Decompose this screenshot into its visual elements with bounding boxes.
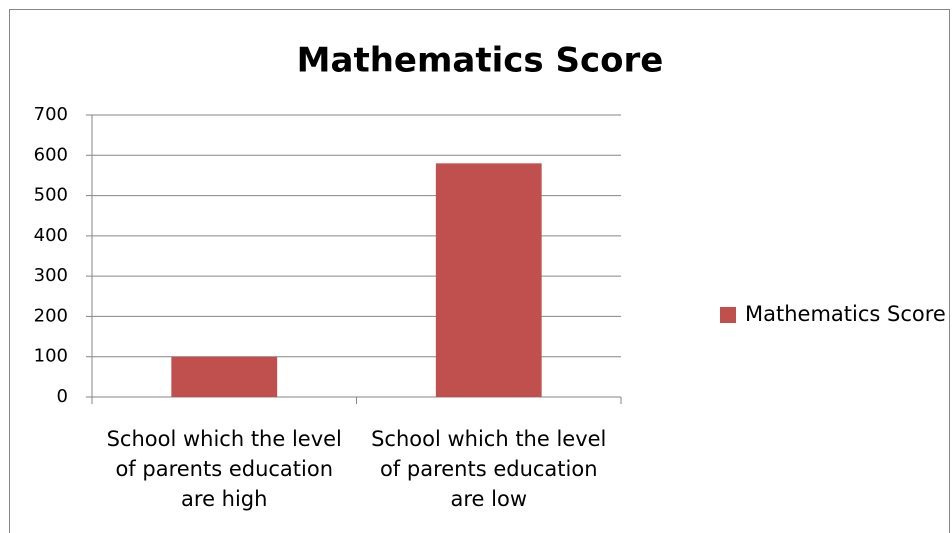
y-tick-label: 500	[34, 185, 68, 206]
y-tick-label: 400	[34, 225, 68, 246]
y-tick-label: 300	[34, 265, 68, 286]
y-tick-label: 700	[34, 104, 68, 125]
y-tick-label: 200	[34, 305, 68, 326]
y-tick-label: 600	[34, 144, 68, 165]
bar	[435, 163, 542, 397]
x-tick-label: School which the level of parents educat…	[371, 427, 607, 511]
chart-title: Mathematics Score	[297, 41, 664, 81]
bar	[171, 356, 278, 397]
y-tick-label: 0	[57, 386, 68, 407]
x-tick-label: School which the level of parents educat…	[106, 427, 342, 511]
legend-swatch	[720, 307, 736, 323]
chart-border	[9, 9, 950, 533]
legend-label: Mathematics Score	[745, 302, 946, 326]
y-tick-label: 100	[34, 346, 68, 367]
